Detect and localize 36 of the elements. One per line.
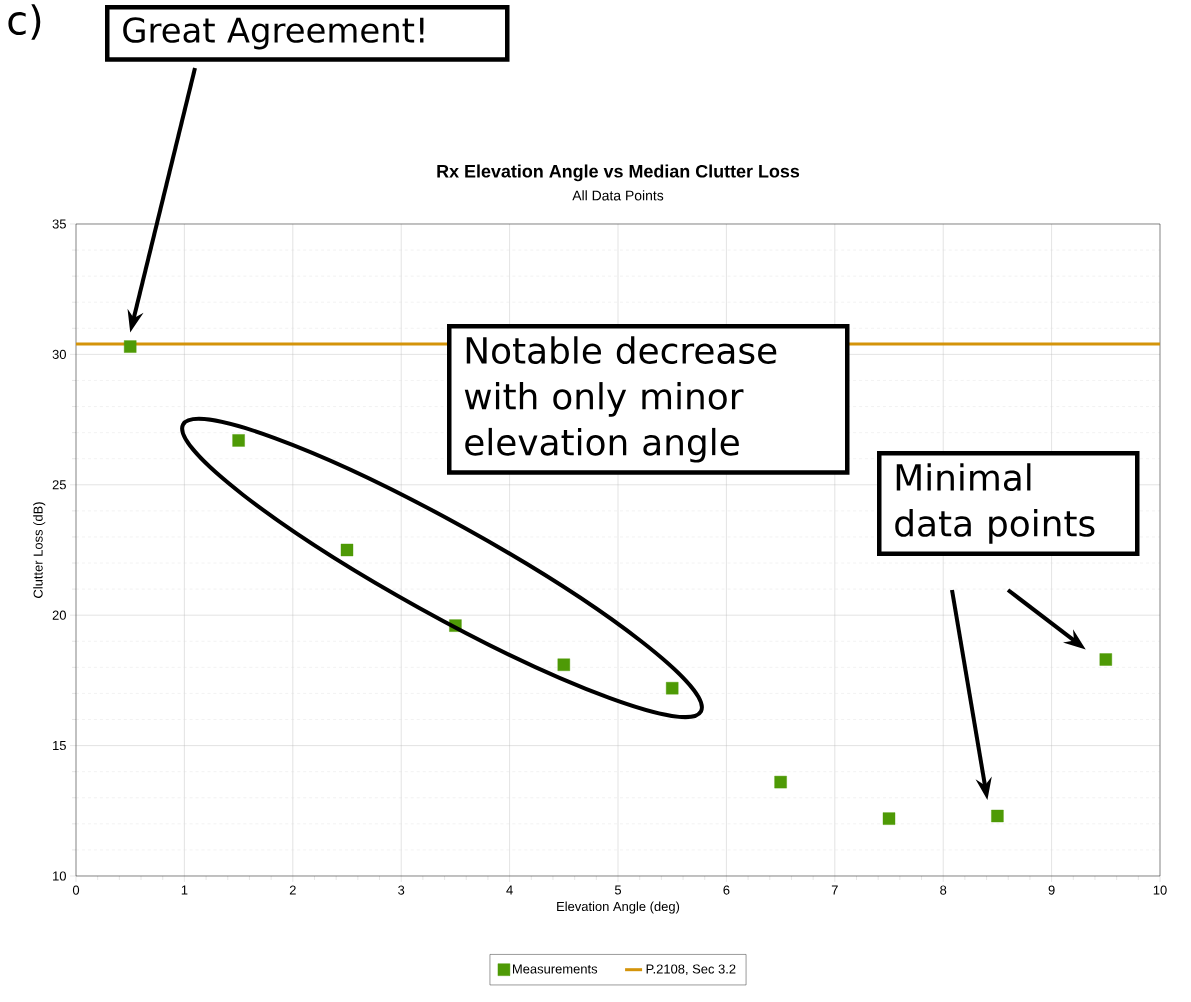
text: Great Agreement! [123,17,424,50]
point [774,775,787,789]
y-tick-label: 20 [52,610,66,620]
point [991,809,1004,823]
x-tick-label: 4 [506,885,513,895]
annotation: Minimal data points [895,463,1095,544]
point [557,658,571,671]
x-tick-label: 6 [723,885,730,895]
point [124,340,137,353]
x-tick-label: 9 [1048,885,1055,895]
x-axis-title: Elevation Angle (deg) [557,901,680,914]
y-axis-title: Clutter Loss (dB) [33,502,46,598]
point [666,682,679,695]
x-tick-label: 0 [72,885,80,895]
point [882,812,896,825]
legend-label: Measurements [512,964,598,974]
y-tick-label: 35 [52,219,66,229]
x-tick-label: 7 [831,885,838,895]
x-tick-label: 10 [1153,885,1167,895]
point [340,543,354,557]
point [1099,653,1113,666]
legend-label: P.2108, Sec 3.2 [646,964,736,976]
chart-subtitle: All Data Points [572,190,664,201]
y-tick-label: 10 [53,871,66,881]
y-tick-label: 25 [52,480,66,490]
x-tick-label: 5 [614,885,622,895]
text: c) [8,4,41,40]
x-tick-label: 8 [940,885,947,895]
x-tick-label: 1 [181,885,188,895]
x-tick-label: 3 [398,885,405,895]
y-tick-label: 15 [53,741,66,751]
y-tick-label: 30 [52,349,66,359]
x-tick-label: 2 [289,885,296,895]
chart-title: Rx Elevation Angle vs Median Clutter Loss [437,164,800,182]
point [232,434,245,447]
annotation: Notable decrease with only minor elevation angle [464,336,777,463]
